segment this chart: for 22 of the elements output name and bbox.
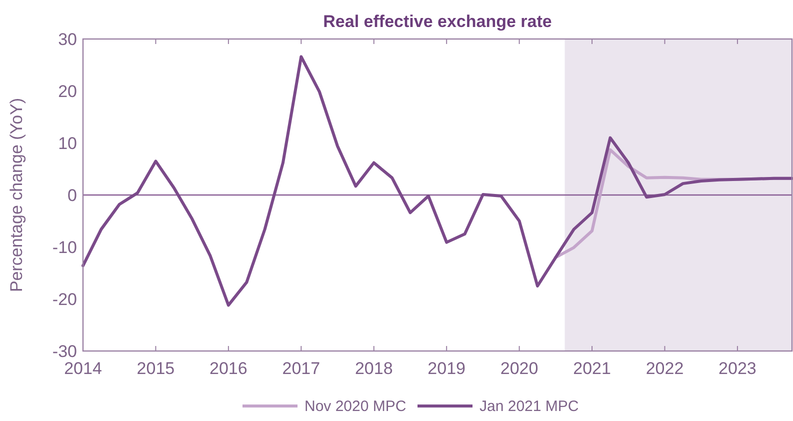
x-tick-label: 2019 [428,359,466,378]
y-tick-label: -10 [52,238,77,257]
y-tick-label: 10 [58,134,77,153]
y-tick-label: 0 [68,186,77,205]
x-tick-label: 2014 [64,359,102,378]
x-tick-label: 2016 [210,359,248,378]
y-tick-label: -30 [52,342,77,361]
y-tick-label: -20 [52,290,77,309]
x-tick-label: 2017 [282,359,320,378]
x-tick-label: 2018 [354,359,393,378]
legend-label: Jan 2021 MPC [480,398,579,415]
x-tick-label: 2021 [573,359,611,378]
x-tick-label: 2023 [718,359,756,378]
line-series [82,55,793,307]
chart-title: Real effective exchange rate [323,12,552,31]
y-axis-title: Percentage change (YoY) [7,98,26,292]
x-tick-label: 2022 [646,359,684,378]
legend-label: Nov 2020 MPC [304,398,406,415]
x-tick-label: 2015 [136,359,175,378]
x-tick-label: 2020 [500,359,538,378]
y-tick-label: 30 [58,30,77,49]
y-tick-label: 20 [58,82,77,101]
